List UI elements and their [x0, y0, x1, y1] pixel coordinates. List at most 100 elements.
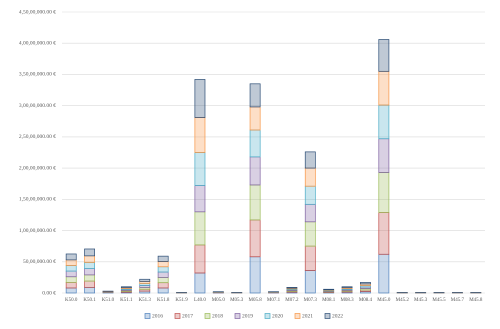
bar-segment — [84, 280, 95, 288]
x-tick-label: M08.3 — [340, 298, 354, 303]
bar-segment — [378, 70, 390, 106]
x-tick-label: K51.0 — [102, 298, 115, 303]
x-tick-label: K51.9 — [175, 298, 188, 303]
legend-swatch — [324, 313, 331, 319]
bar-segment — [249, 83, 261, 108]
bar-segment — [249, 129, 261, 158]
legend-swatch — [204, 313, 211, 319]
bar-segment — [304, 151, 316, 169]
legend-label: 2021 — [302, 313, 313, 319]
x-tick-label: L40.0 — [194, 298, 206, 303]
bar-segment — [304, 185, 316, 205]
y-tick-label: 1,00,00,000.00 € — [19, 228, 56, 234]
bar-segment — [249, 256, 261, 294]
bar-segment — [304, 270, 316, 294]
legend-swatch — [234, 313, 241, 319]
y-tick-label: 4,00,00,000.00 € — [19, 40, 56, 46]
legend-swatch — [144, 313, 151, 319]
bar-segment — [65, 265, 77, 272]
y-tick-label: 3,00,00,000.00 € — [19, 103, 56, 109]
bar-segment — [84, 262, 95, 269]
x-tick-label: K50.0 — [65, 298, 78, 303]
x-tick-label: M45.3 — [414, 298, 428, 303]
bar-segment — [286, 287, 298, 289]
legend-label: 2022 — [332, 313, 343, 319]
legend-swatch — [294, 313, 301, 319]
bar-segment — [65, 253, 77, 261]
bar-segment — [157, 282, 169, 289]
legend-label: 2019 — [242, 313, 253, 319]
x-tick-label: M07.3 — [304, 298, 318, 303]
x-tick-label: M08.1 — [322, 298, 336, 303]
bar-segment — [304, 167, 316, 187]
bar-segment — [194, 211, 206, 246]
bar-segment — [65, 282, 77, 289]
bar-segment — [360, 282, 371, 285]
bar-segment — [194, 117, 206, 153]
y-tick-label: 3,50,00,000.00 € — [19, 72, 56, 78]
x-tick-label: M45.0 — [377, 298, 391, 303]
bar-segment — [157, 287, 169, 294]
bar-segment — [157, 255, 169, 262]
bar-segment — [249, 156, 261, 186]
legend-label: 2016 — [152, 313, 163, 319]
y-tick-label: 50,00,000.00 € — [23, 259, 56, 265]
bar-segment — [84, 268, 95, 276]
bar-segment — [84, 255, 95, 263]
bar-segment — [157, 277, 169, 284]
bar-segment — [304, 203, 316, 223]
x-tick-label: M45.8 — [469, 298, 483, 303]
bar-segment — [341, 286, 353, 289]
bar-segment — [378, 172, 390, 213]
legend-swatch — [174, 313, 181, 319]
bar-segment — [194, 272, 206, 294]
y-tick-label: 1,50,00,000.00 € — [19, 197, 56, 203]
bar-segment — [304, 221, 316, 247]
bar-segment — [378, 39, 390, 72]
bar-segment — [65, 270, 77, 278]
bar-segment — [378, 253, 390, 294]
x-tick-label: M45.5 — [432, 298, 446, 303]
bar-segment — [249, 184, 261, 221]
bar-segment — [65, 287, 77, 294]
x-tick-label: M45.2 — [396, 298, 410, 303]
x-tick-label: K51.8 — [157, 298, 170, 303]
legend-label: 2017 — [182, 313, 193, 319]
x-tick-label: M08.4 — [359, 298, 373, 303]
bar-segment — [194, 79, 206, 118]
bar-segment — [194, 152, 206, 186]
x-tick-label: K50.1 — [83, 298, 96, 303]
bar-segment — [378, 212, 390, 255]
bar-segment — [157, 271, 169, 278]
bar-segment — [194, 244, 206, 274]
bar-segment — [378, 104, 390, 140]
x-tick-label: M45.7 — [451, 298, 465, 303]
x-tick-label: M05.0 — [212, 298, 226, 303]
legend-label: 2020 — [272, 313, 283, 319]
x-tick-label: M05.3 — [230, 298, 244, 303]
x-tick-label: M05.8 — [249, 298, 263, 303]
bar-segment — [157, 261, 169, 268]
bar-segment — [378, 138, 390, 173]
y-tick-label: 2,50,00,000.00 € — [19, 134, 56, 140]
bar-segment — [120, 286, 132, 289]
bar-segment — [249, 219, 261, 258]
bar-segment — [157, 266, 169, 273]
bar-segment — [84, 287, 95, 294]
bar-segment — [65, 259, 77, 266]
legend-swatch — [264, 313, 271, 319]
y-tick-label: 2,00,00,000.00 € — [19, 165, 56, 171]
legend-label: 2018 — [212, 313, 223, 319]
y-tick-label: 0.00 € — [42, 290, 56, 296]
x-tick-label: M07.1 — [267, 298, 281, 303]
bar-segment — [84, 248, 95, 257]
x-tick-label: M07.2 — [285, 298, 299, 303]
bar-segment — [194, 185, 206, 213]
bar-segment — [304, 245, 316, 271]
x-tick-label: K51.1 — [120, 298, 133, 303]
bar-segment — [65, 276, 77, 283]
x-tick-label: K51.3 — [139, 298, 152, 303]
bar-segment — [249, 106, 261, 131]
bar-segment — [84, 274, 95, 282]
